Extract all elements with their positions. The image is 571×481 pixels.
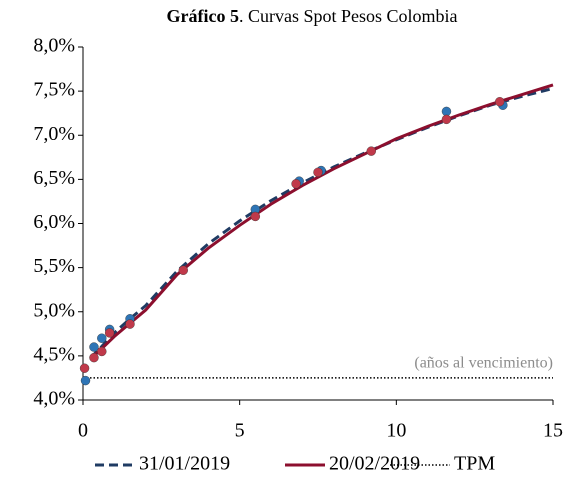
y-tick-label: 5,5% [33,255,75,277]
data-point [313,167,323,178]
y-tick-label: 7,0% [33,123,75,145]
data-point [125,319,135,329]
data-point [79,363,90,373]
x-tick-label: 5 [235,420,245,442]
data-point [178,265,188,275]
annotation: (años al vencimiento) [414,355,553,372]
data-point [250,211,261,222]
data-point [104,328,115,338]
data-point [80,375,91,386]
x-tick-label: 15 [543,420,563,442]
data-point [97,346,107,357]
title-rest: . Curvas Spot Pesos Colombia [239,6,458,26]
title-bold: Gráfico 5 [167,6,239,26]
data-point [441,106,452,117]
legend-label: 20/02/2019 [329,453,420,475]
y-tick-label: 5,0% [33,299,75,321]
x-tick-label: 0 [78,420,88,442]
data-point [495,97,505,107]
data-point [366,146,376,156]
y-tick-label: 6,5% [33,167,75,189]
x-tick-label: 10 [386,420,406,442]
data-point [89,342,99,352]
legend-label: TPM [454,453,495,475]
y-tick-label: 6,0% [33,211,75,233]
data-point [89,352,99,363]
series-line [89,87,554,359]
y-tick-label: 8,0% [33,35,75,57]
data-point [97,333,107,343]
y-tick-label: 7,5% [33,79,75,101]
y-tick-label: 4,0% [33,388,75,410]
data-point [291,179,301,189]
series-line [89,83,554,360]
legend-label: 31/01/2019 [139,453,230,475]
chart-title: Gráfico 5. Curvas Spot Pesos Colombia [167,6,458,26]
y-tick-label: 4,5% [33,343,75,365]
data-point [441,114,452,125]
